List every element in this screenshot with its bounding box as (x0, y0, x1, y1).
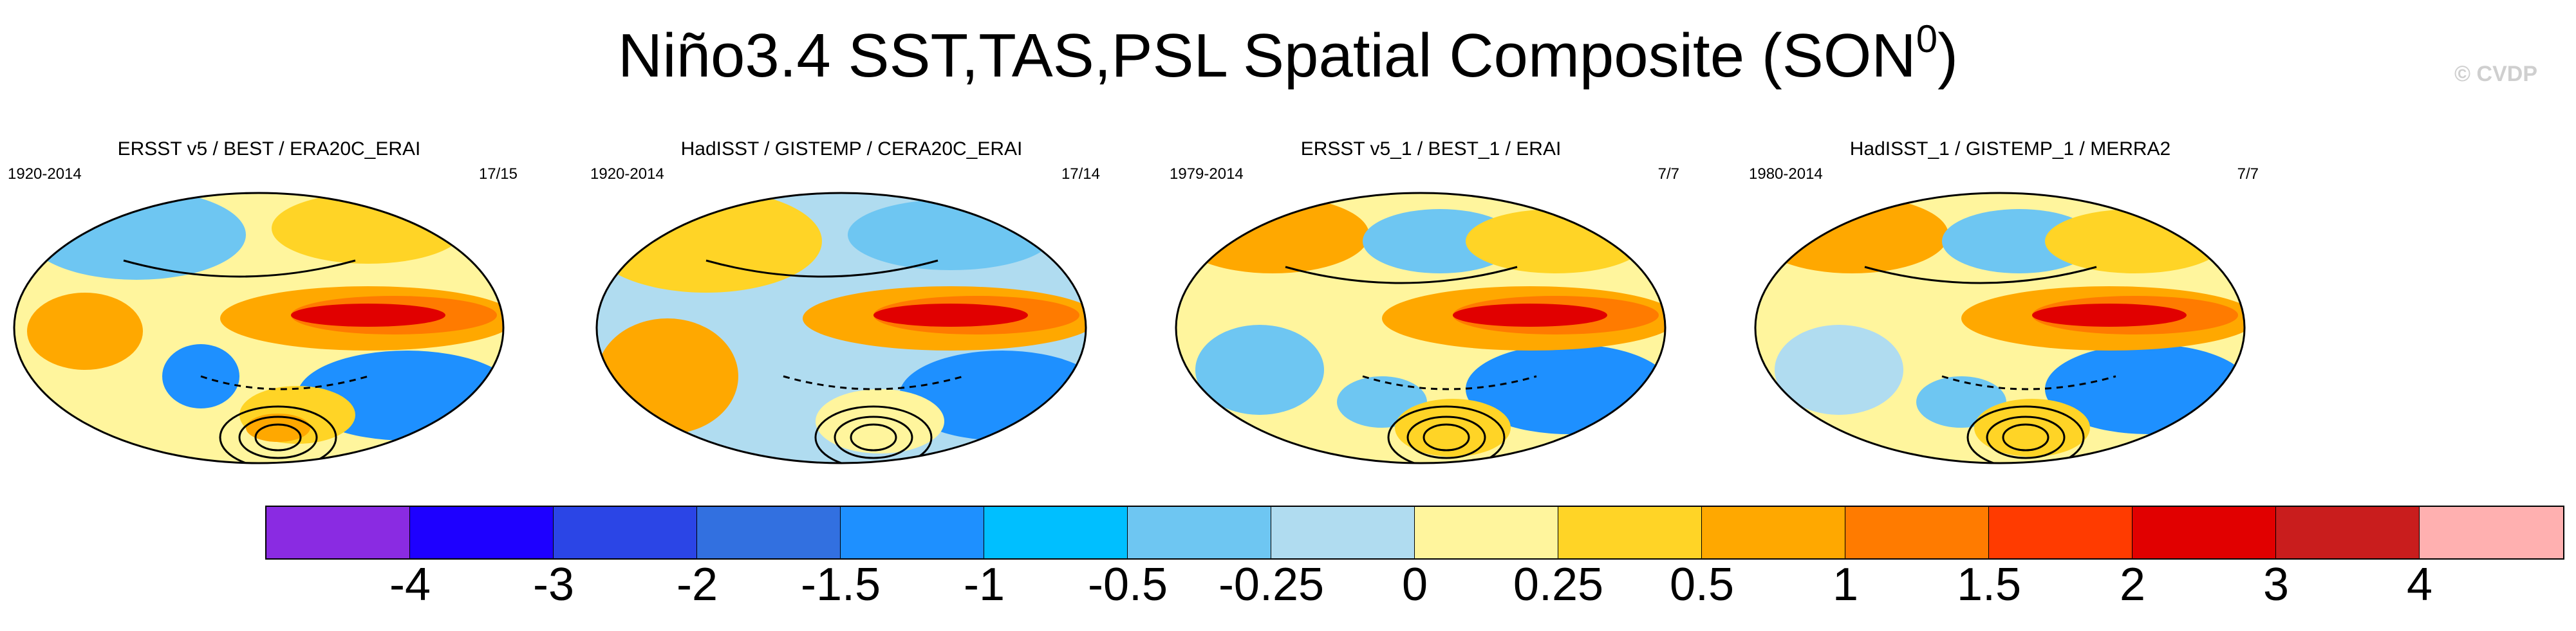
panel-years: 1979-2014 (1170, 165, 1244, 183)
colorbar-swatch (841, 507, 984, 558)
title-close-paren: ) (1937, 21, 1959, 90)
panel-years: 1920-2014 (8, 165, 82, 183)
colorbar-swatch (1271, 507, 1415, 558)
composite-map (1754, 192, 2246, 464)
colorbar-tick-label: 2 (2119, 559, 2146, 610)
panel-count: 7/7 (2237, 165, 2259, 183)
colorbar-swatch (266, 507, 410, 558)
panel-title: HadISST / GISTEMP / CERA20C_ERAI (680, 138, 1023, 160)
colorbar-tick-label: 1 (1832, 559, 1859, 610)
composite-map (1175, 192, 1666, 464)
colorbar-tick-label: 0.25 (1513, 559, 1604, 610)
colorbar-tick-label: 1.5 (1956, 559, 2022, 610)
colorbar-swatch (697, 507, 841, 558)
colorbar-tick-label: -0.25 (1218, 559, 1325, 610)
colorbar-swatch (554, 507, 697, 558)
panel-title: HadISST_1 / GISTEMP_1 / MERRA2 (1849, 138, 2171, 160)
title-text: Niño3.4 SST,TAS,PSL Spatial Composite (S… (617, 21, 1916, 90)
map-panel: ERSST v5 / BEST / ERA20C_ERAI 1920-2014 … (8, 132, 530, 492)
panel-years: 1980-2014 (1749, 165, 1823, 183)
colorbar-swatch (1415, 507, 1558, 558)
panel-title: ERSST v5 / BEST / ERA20C_ERAI (117, 138, 421, 160)
composite-map (595, 192, 1087, 464)
colorbar-swatch (1845, 507, 1989, 558)
colorbar-tick-label: -4 (389, 559, 431, 610)
colorbar-tick-label: 0.5 (1669, 559, 1735, 610)
figure-title: Niño3.4 SST,TAS,PSL Spatial Composite (S… (0, 20, 2576, 91)
cvdp-credit: © CVDP (2454, 62, 2537, 86)
colorbar-swatch (1702, 507, 1845, 558)
colorbar (265, 506, 2564, 560)
panel-count: 7/7 (1657, 165, 1679, 183)
title-superscript: 0 (1916, 17, 1938, 60)
colorbar-tick-label: -3 (532, 559, 575, 610)
map-panel: ERSST v5_1 / BEST_1 / ERAI 1979-2014 7/7 (1170, 132, 1692, 492)
colorbar-swatch (1558, 507, 1702, 558)
colorbar-swatch (1989, 507, 2133, 558)
panel-count: 17/15 (478, 165, 518, 183)
colorbar-swatch (2133, 507, 2276, 558)
colorbar-tick-label: -2 (676, 559, 718, 610)
colorbar-swatch (2420, 507, 2563, 558)
colorbar-tick-label: -1.5 (800, 559, 881, 610)
panel-years: 1920-2014 (590, 165, 664, 183)
panel-count: 17/14 (1061, 165, 1100, 183)
colorbar-swatch (2276, 507, 2420, 558)
map-panel: HadISST / GISTEMP / CERA20C_ERAI 1920-20… (590, 132, 1113, 492)
colorbar-tick-label: 3 (2263, 559, 2290, 610)
colorbar-tick-label: -1 (963, 559, 1005, 610)
colorbar-swatch (410, 507, 554, 558)
panel-title: ERSST v5_1 / BEST_1 / ERAI (1300, 138, 1562, 160)
map-panel: HadISST_1 / GISTEMP_1 / MERRA2 1980-2014… (1749, 132, 2272, 492)
colorbar-swatch (1128, 507, 1271, 558)
colorbar-tick-label: 0 (1401, 559, 1428, 610)
colorbar-tick-label: 4 (2406, 559, 2433, 610)
composite-map (13, 192, 505, 464)
colorbar-swatch (984, 507, 1128, 558)
colorbar-tick-label: -0.5 (1087, 559, 1168, 610)
